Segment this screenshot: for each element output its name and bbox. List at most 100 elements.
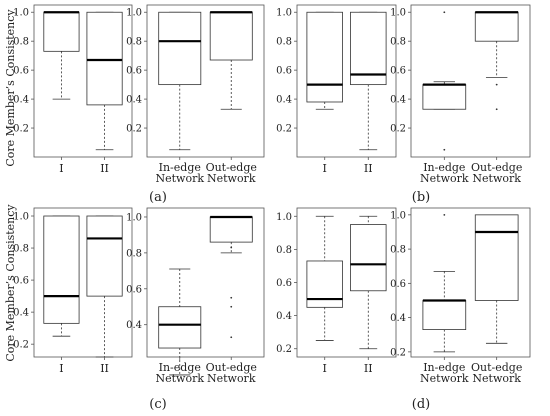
- y-tick-label: 0.6: [13, 276, 29, 287]
- x-tick-label: In-edge: [159, 161, 201, 174]
- panel-label-d: (d): [412, 397, 430, 412]
- y-tick-label: 0.6: [13, 66, 29, 77]
- y-tick-label: 0.4: [13, 308, 29, 319]
- x-tick-label: Network: [472, 172, 521, 185]
- y-axis-label-bottom: Core Member’s Consistency: [4, 204, 17, 362]
- panel-2: 0.20.40.60.81.0In-edgeNetworkOut-edgeNet…: [126, 4, 265, 185]
- plot-frame: [146, 4, 265, 158]
- y-tick-label: 1.0: [126, 8, 142, 19]
- y-tick-label: 0.6: [126, 66, 142, 77]
- y-tick-label: 1.0: [276, 212, 292, 223]
- y-tick-label: 0.4: [390, 313, 406, 324]
- y-tick-label: 0.6: [276, 66, 292, 77]
- box-2-iqr: [474, 11, 519, 42]
- box-1-outlier: [443, 148, 446, 151]
- box-2-iqr: [86, 215, 123, 297]
- box-1-outlier: [443, 11, 446, 14]
- box-2-iqr: [474, 214, 519, 301]
- plot-frame: [146, 207, 265, 358]
- box-2-outlier: [230, 336, 233, 339]
- y-tick-label: 0.6: [390, 66, 406, 77]
- plot-frame: [296, 4, 397, 158]
- box-2-iqr: [209, 216, 253, 243]
- y-tick-label: 0.8: [13, 37, 29, 48]
- plot-frame: [33, 207, 133, 358]
- x-tick-label: Network: [207, 372, 256, 385]
- x-tick-label: I: [323, 162, 327, 175]
- y-tick-label: 0.2: [390, 347, 406, 358]
- x-tick-label: II: [364, 162, 373, 175]
- y-tick-label: 0.4: [126, 320, 142, 331]
- box-1-iqr: [306, 260, 343, 308]
- panel-4: 0.20.40.60.81.0In-edgeNetworkOut-edgeNet…: [390, 4, 531, 185]
- x-tick-label: Out-edge: [206, 161, 257, 174]
- x-tick-label: Network: [420, 172, 469, 185]
- y-tick-label: 1.0: [126, 212, 142, 223]
- box-2-outlier: [230, 305, 233, 308]
- panel-label-a: (a): [149, 190, 167, 205]
- box-1-iqr: [43, 11, 80, 52]
- box-1-iqr: [43, 215, 80, 324]
- box-2-outlier: [495, 83, 498, 86]
- y-tick-label: 0.4: [390, 95, 406, 106]
- x-tick-label: I: [59, 162, 63, 175]
- x-tick-label: Out-edge: [471, 161, 522, 174]
- y-tick-label: 1.0: [13, 8, 29, 19]
- y-tick-label: 0.4: [276, 311, 292, 322]
- y-tick-label: 1.0: [13, 212, 29, 223]
- plot-frame: [410, 207, 531, 358]
- y-tick-label: 1.0: [390, 8, 406, 19]
- box-2-iqr: [209, 11, 253, 61]
- x-tick-label: I: [323, 362, 327, 375]
- box-2-iqr: [350, 224, 387, 292]
- x-tick-label: Out-edge: [471, 361, 522, 374]
- panel-5: 0.20.40.60.81.0I II: [13, 207, 133, 375]
- box-1-iqr: [158, 11, 202, 86]
- y-tick-label: 0.8: [126, 248, 142, 259]
- panel-label-b: (b): [412, 190, 430, 205]
- x-tick-label: Network: [420, 372, 469, 385]
- x-tick-label: Network: [472, 372, 521, 385]
- panel-8: 0.20.40.60.81.0In-edgeNetworkOut-edgeNet…: [390, 207, 531, 385]
- y-tick-label: 0.2: [390, 124, 406, 135]
- panel-label-c: (c): [149, 397, 166, 412]
- y-tick-label: 0.8: [390, 245, 406, 256]
- box-2-outlier: [230, 246, 233, 249]
- y-tick-label: 0.6: [126, 284, 142, 295]
- x-tick-label: Network: [155, 172, 204, 185]
- y-tick-label: 0.2: [276, 344, 292, 355]
- plot-frame: [410, 4, 531, 158]
- x-tick-label: Network: [207, 172, 256, 185]
- box-2-iqr: [350, 11, 387, 86]
- y-tick-label: 1.0: [276, 8, 292, 19]
- y-tick-label: 0.2: [276, 124, 292, 135]
- panel-3: 0.20.40.60.81.0I II: [276, 4, 397, 175]
- box-1-outlier: [443, 213, 446, 216]
- x-tick-label: I: [59, 362, 63, 375]
- y-tick-label: 0.2: [126, 124, 142, 135]
- y-tick-label: 0.6: [276, 278, 292, 289]
- y-axis-label-top: Core Member’s Consistency: [4, 9, 17, 167]
- box-2-outlier: [230, 296, 233, 299]
- panel-7: 0.20.40.60.81.0I II: [276, 207, 397, 375]
- y-tick-label: 1.0: [390, 210, 406, 221]
- plot-frame: [33, 4, 133, 158]
- x-tick-label: In-edge: [159, 361, 201, 374]
- x-tick-label: In-edge: [423, 361, 465, 374]
- x-tick-label: In-edge: [423, 161, 465, 174]
- y-tick-label: 0.8: [126, 37, 142, 48]
- box-1-iqr: [422, 84, 467, 110]
- y-tick-label: 0.6: [390, 279, 406, 290]
- box-2-iqr: [86, 11, 123, 106]
- x-tick-label: Out-edge: [206, 361, 257, 374]
- y-tick-label: 0.4: [13, 95, 29, 106]
- box-1-iqr: [158, 306, 202, 349]
- y-tick-label: 0.4: [126, 95, 142, 106]
- panel-6: 0.40.60.81.0In-edgeNetworkOut-edgeNetwor…: [126, 207, 265, 385]
- x-tick-label: II: [100, 162, 109, 175]
- x-tick-label: Network: [155, 372, 204, 385]
- panel-1: 0.20.40.60.81.0I II: [13, 4, 133, 175]
- y-tick-label: 0.2: [13, 340, 29, 351]
- y-tick-label: 0.8: [276, 245, 292, 256]
